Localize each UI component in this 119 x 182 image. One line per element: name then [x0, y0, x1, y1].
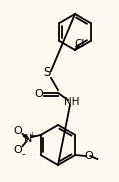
Text: O: O	[13, 145, 22, 155]
Text: -: -	[22, 149, 25, 159]
Text: +: +	[28, 130, 35, 139]
Text: O: O	[35, 89, 43, 99]
Text: N: N	[23, 134, 32, 144]
Text: Cl: Cl	[75, 39, 85, 49]
Text: O: O	[13, 126, 22, 136]
Text: O: O	[84, 151, 93, 161]
Text: NH: NH	[64, 97, 80, 107]
Text: S: S	[43, 66, 51, 80]
